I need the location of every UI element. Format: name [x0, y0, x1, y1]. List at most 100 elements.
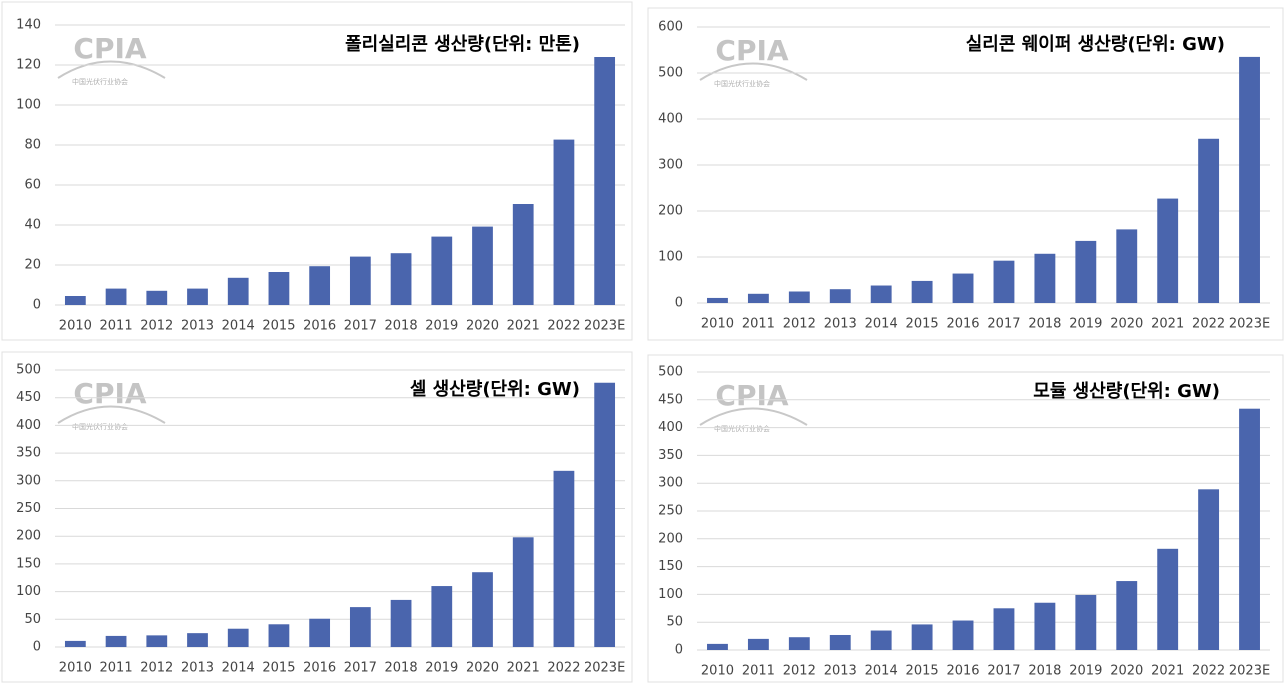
- bar: [1198, 138, 1220, 303]
- watermark-name: 中国光伏行业协会: [714, 424, 770, 433]
- x-tick-label: 2021: [1151, 317, 1184, 332]
- x-tick-label: 2020: [466, 319, 499, 334]
- x-tick-label: 2022: [1192, 664, 1225, 679]
- x-tick-label: 2012: [140, 661, 173, 676]
- x-tick-label: 2020: [466, 661, 499, 676]
- bar: [512, 537, 534, 647]
- x-tick-label: 2019: [425, 319, 458, 334]
- y-tick-label: 100: [658, 250, 683, 265]
- watermark-arc: [699, 407, 808, 426]
- bar: [268, 624, 290, 647]
- y-tick-label: 500: [658, 365, 683, 380]
- y-tick-label: 140: [16, 18, 41, 33]
- x-tick-label: 2010: [59, 319, 92, 334]
- y-tick-label: 0: [675, 643, 683, 658]
- y-tick-label: 50: [24, 612, 41, 627]
- y-tick-label: 300: [658, 158, 683, 173]
- x-tick-label: 2016: [303, 319, 336, 334]
- y-tick-label: 400: [16, 418, 41, 433]
- x-tick-label: 2021: [1151, 664, 1184, 679]
- bar: [553, 470, 575, 647]
- y-tick-label: 100: [16, 584, 41, 599]
- y-tick-label: 500: [658, 66, 683, 81]
- watermark-logo: CPIA: [73, 32, 146, 65]
- x-tick-label: 2016: [946, 317, 979, 332]
- x-tick-label: 2014: [865, 317, 898, 332]
- panel-border: [647, 7, 1284, 341]
- bar: [105, 288, 127, 305]
- watermark-arc: [699, 62, 808, 81]
- x-tick-label: 2022: [1192, 317, 1225, 332]
- y-tick-label: 40: [24, 218, 41, 233]
- bar: [227, 277, 249, 305]
- y-tick-label: 60: [24, 178, 41, 193]
- bar: [993, 608, 1015, 650]
- bar: [309, 266, 331, 305]
- x-tick-label: 2018: [385, 661, 418, 676]
- x-tick-label: 2014: [865, 664, 898, 679]
- y-tick-label: 200: [16, 529, 41, 544]
- bar: [1157, 198, 1179, 303]
- chart-title: 실리콘 웨이퍼 생산량(단위: GW): [966, 34, 1225, 55]
- y-tick-label: 250: [16, 501, 41, 516]
- bar: [1075, 594, 1097, 650]
- y-tick-label: 400: [658, 112, 683, 127]
- y-tick-label: 350: [16, 446, 41, 461]
- bar: [187, 633, 208, 647]
- x-tick-label: 2011: [742, 664, 775, 679]
- y-tick-label: 300: [658, 476, 683, 491]
- y-tick-label: 200: [658, 531, 683, 546]
- bar: [390, 253, 412, 305]
- bar: [1239, 408, 1260, 650]
- x-tick-label: 2014: [222, 319, 255, 334]
- x-tick-label: 2023E: [1229, 317, 1270, 332]
- x-tick-label: 2021: [507, 319, 540, 334]
- x-tick-label: 2016: [303, 661, 336, 676]
- watermark-arc: [57, 60, 166, 79]
- bar: [268, 272, 290, 305]
- x-tick-label: 2010: [701, 317, 734, 332]
- bar: [829, 634, 851, 650]
- watermark-logo: CPIA: [715, 34, 788, 67]
- bar: [349, 607, 371, 647]
- bar: [952, 273, 974, 303]
- bar: [952, 620, 974, 650]
- x-tick-label: 2018: [1028, 317, 1061, 332]
- chart-title: 폴리실리콘 생산량(단위: 만톤): [345, 34, 580, 55]
- bar: [512, 204, 534, 305]
- bar: [472, 572, 493, 647]
- x-tick-label: 2016: [946, 664, 979, 679]
- bar: [993, 260, 1015, 303]
- chart-title: 셀 생산량(단위: GW): [410, 379, 580, 400]
- x-tick-label: 2013: [824, 664, 857, 679]
- bar: [431, 586, 453, 647]
- x-tick-label: 2013: [824, 317, 857, 332]
- y-tick-label: 350: [658, 448, 683, 463]
- y-tick-label: 0: [675, 296, 683, 311]
- bar: [105, 635, 127, 647]
- y-tick-label: 100: [658, 587, 683, 602]
- bar: [788, 291, 810, 303]
- y-tick-label: 200: [658, 204, 683, 219]
- y-tick-label: 0: [33, 640, 41, 655]
- x-tick-label: 2017: [987, 664, 1020, 679]
- x-tick-label: 2017: [344, 661, 377, 676]
- bar: [1034, 602, 1056, 650]
- bar: [911, 280, 933, 303]
- watermark-name: 中国光伏行业协会: [714, 79, 770, 88]
- bar: [1116, 229, 1138, 303]
- y-tick-label: 300: [16, 473, 41, 488]
- bar: [911, 624, 933, 650]
- y-tick-label: 20: [24, 258, 41, 273]
- x-tick-label: 2011: [100, 661, 133, 676]
- bar: [1116, 581, 1138, 650]
- y-tick-label: 50: [666, 615, 683, 630]
- y-tick-label: 600: [658, 20, 683, 35]
- y-tick-label: 450: [16, 390, 41, 405]
- x-tick-label: 2012: [783, 664, 816, 679]
- panel-border: [1, 1, 633, 341]
- y-tick-label: 80: [24, 138, 41, 153]
- x-tick-label: 2017: [344, 319, 377, 334]
- x-tick-label: 2018: [1028, 664, 1061, 679]
- bar: [64, 640, 86, 647]
